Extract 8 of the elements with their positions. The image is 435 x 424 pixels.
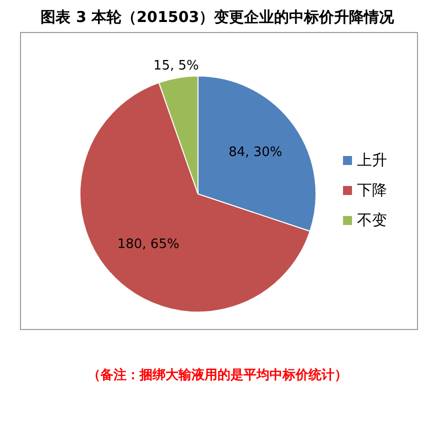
text: （备注：捆绑大输液用的是平均中标价统计）	[86, 366, 348, 384]
legend-label: 下降	[356, 180, 387, 200]
data-label: 180, 65%	[117, 236, 180, 252]
data-label: 15, 5%	[153, 58, 199, 74]
legend-label: 不变	[356, 210, 387, 230]
chart-title: 图表 3 本轮（201503）变更企业的中标价升降情况	[40, 8, 396, 28]
data-label: 84, 30%	[228, 145, 282, 160]
legend-label: 上升	[356, 150, 387, 170]
